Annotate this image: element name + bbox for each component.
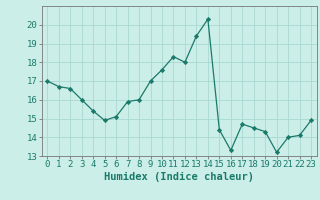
- X-axis label: Humidex (Indice chaleur): Humidex (Indice chaleur): [104, 172, 254, 182]
